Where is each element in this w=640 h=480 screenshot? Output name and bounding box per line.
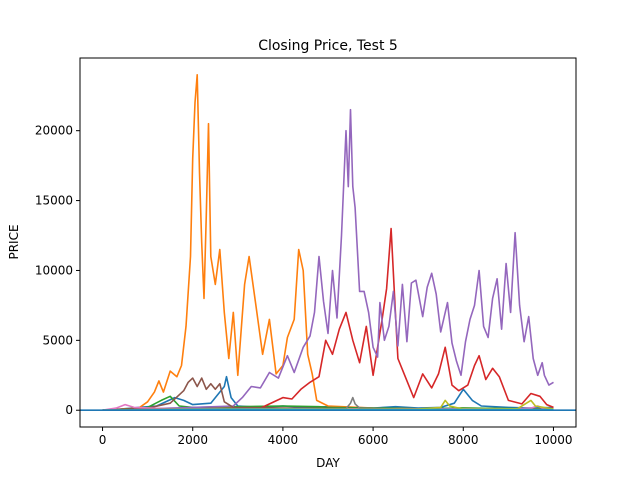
y-tick-label: 0 bbox=[65, 403, 73, 417]
y-axis: 0 5000 10000 15000 20000 bbox=[35, 124, 80, 417]
x-axis-label: DAY bbox=[316, 456, 340, 470]
x-tick-label: 10000 bbox=[534, 433, 572, 447]
series-line-4 bbox=[102, 227, 554, 411]
x-tick-label: 4000 bbox=[268, 433, 299, 447]
y-tick-label: 15000 bbox=[35, 194, 73, 208]
chart-title: Closing Price, Test 5 bbox=[258, 38, 398, 54]
y-tick-label: 5000 bbox=[42, 333, 73, 347]
series-line-5 bbox=[102, 108, 554, 411]
x-tick-label: 2000 bbox=[177, 433, 208, 447]
series-layer bbox=[80, 74, 576, 412]
y-axis-label: PRICE bbox=[7, 224, 21, 259]
plot-frame bbox=[79, 57, 577, 428]
x-tick-label: 0 bbox=[99, 433, 107, 447]
x-tick-label: 6000 bbox=[358, 433, 389, 447]
y-tick-label: 10000 bbox=[35, 263, 73, 277]
x-tick-label: 8000 bbox=[448, 433, 479, 447]
x-axis: 0 2000 4000 6000 8000 10000 bbox=[99, 427, 573, 447]
y-tick-label: 20000 bbox=[35, 124, 73, 138]
series-line-2 bbox=[102, 74, 554, 411]
